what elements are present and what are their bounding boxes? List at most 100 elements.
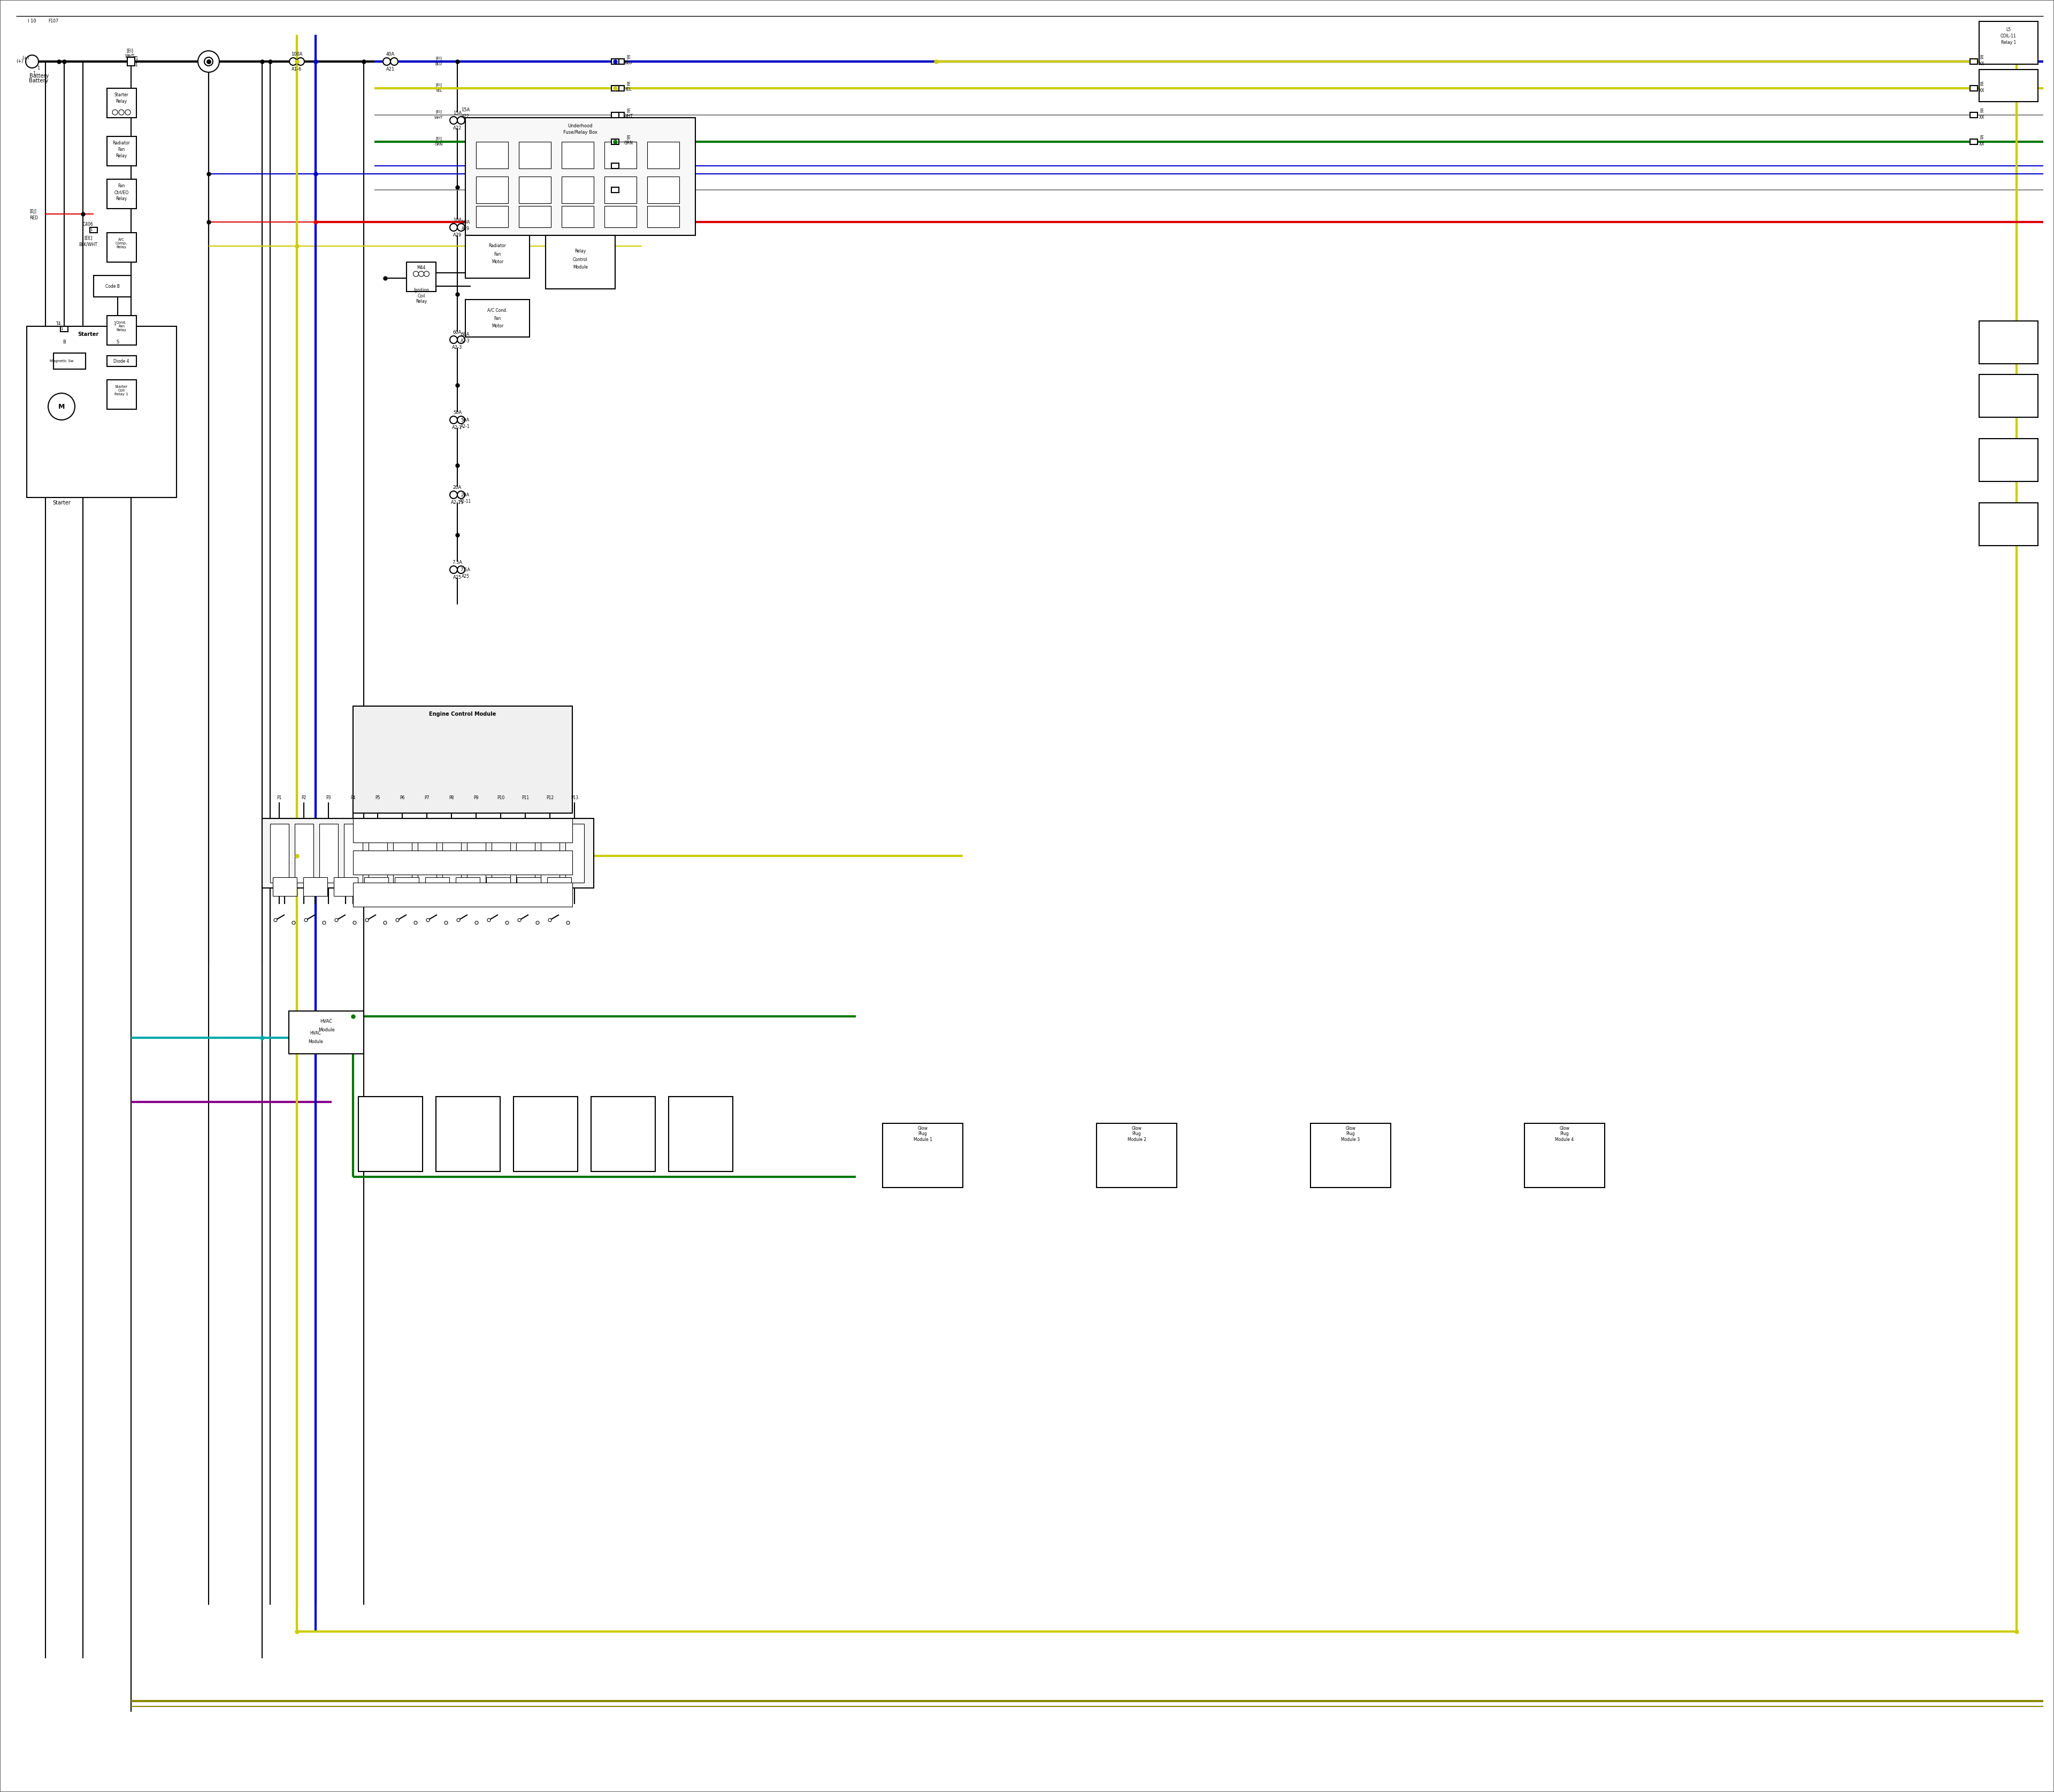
Text: Glow
Plug
Module 1: Glow Plug Module 1: [914, 1125, 933, 1142]
Bar: [368, 824, 388, 883]
Text: Diode 4: Diode 4: [113, 358, 129, 364]
Bar: [113, 326, 121, 332]
Text: XX: XX: [1978, 88, 1984, 93]
Text: [E: [E: [1980, 108, 1984, 113]
Bar: [477, 142, 507, 168]
Text: Fan: Fan: [117, 185, 125, 188]
Text: 7.5A: 7.5A: [452, 559, 462, 564]
Bar: [520, 177, 550, 202]
Bar: [298, 1025, 335, 1052]
Circle shape: [119, 109, 123, 115]
Text: Fan: Fan: [493, 251, 501, 256]
Text: A2-11: A2-11: [460, 498, 470, 504]
Text: [EI]: [EI]: [435, 82, 442, 86]
Text: P10: P10: [497, 796, 505, 801]
Bar: [425, 878, 450, 896]
Circle shape: [450, 224, 458, 231]
Text: Fan: Fan: [117, 147, 125, 152]
Bar: [127, 57, 136, 66]
Bar: [263, 819, 594, 889]
Bar: [604, 206, 637, 228]
Bar: [616, 86, 624, 91]
Bar: [107, 315, 136, 346]
Text: 10A: 10A: [460, 220, 470, 224]
Bar: [514, 1097, 577, 1172]
Text: 100A: 100A: [292, 52, 302, 56]
Bar: [466, 235, 530, 278]
Text: [E: [E: [626, 56, 631, 59]
Text: P5: P5: [376, 796, 380, 801]
Bar: [561, 142, 594, 168]
Bar: [466, 118, 696, 235]
Text: Motor: Motor: [491, 324, 503, 328]
Text: XX: XX: [1978, 115, 1984, 120]
Bar: [1980, 70, 2038, 102]
Text: BLU: BLU: [624, 61, 633, 65]
Text: [E: [E: [1980, 134, 1984, 140]
Bar: [883, 1124, 963, 1188]
Text: Code B: Code B: [105, 283, 119, 289]
Circle shape: [390, 57, 398, 65]
Text: Relay: Relay: [115, 154, 127, 159]
Bar: [1980, 504, 2038, 545]
Text: Starter: Starter: [78, 332, 99, 337]
Text: A25: A25: [462, 573, 468, 579]
Text: Fan: Fan: [493, 315, 501, 321]
Circle shape: [518, 919, 522, 921]
Circle shape: [322, 921, 327, 925]
Text: M: M: [58, 403, 66, 410]
Text: P2: P2: [302, 796, 306, 801]
Circle shape: [203, 57, 214, 66]
Text: A22: A22: [454, 125, 462, 131]
Bar: [516, 824, 534, 883]
Text: Glow
Plug
Module 4: Glow Plug Module 4: [1555, 1125, 1573, 1142]
Text: [EI]: [EI]: [435, 136, 442, 140]
Circle shape: [427, 919, 429, 921]
Text: [E: [E: [626, 108, 631, 113]
Text: BLK/WHT: BLK/WHT: [78, 242, 99, 247]
Text: Fuse/Relay Box: Fuse/Relay Box: [563, 131, 598, 134]
Text: A22: A22: [462, 113, 468, 118]
Bar: [442, 824, 460, 883]
Text: WHT: WHT: [624, 113, 633, 118]
Circle shape: [298, 57, 304, 65]
Text: Relay: Relay: [115, 197, 127, 201]
Text: 50A: 50A: [454, 410, 462, 414]
Text: 1: 1: [136, 63, 138, 66]
Bar: [1980, 321, 2038, 364]
Bar: [604, 142, 637, 168]
Bar: [466, 299, 530, 337]
Bar: [1310, 1124, 1391, 1188]
Text: 1: 1: [113, 321, 117, 326]
Text: P9: P9: [474, 796, 479, 801]
Bar: [27, 326, 177, 498]
Bar: [565, 824, 583, 883]
Text: P13: P13: [571, 796, 579, 801]
Text: XX: XX: [1978, 142, 1984, 147]
Bar: [1980, 22, 2038, 65]
Bar: [1980, 375, 2038, 418]
Text: Radiator: Radiator: [113, 142, 129, 145]
Text: T1: T1: [134, 56, 140, 61]
Bar: [487, 878, 509, 896]
Bar: [1524, 1124, 1604, 1188]
Text: HVAC: HVAC: [320, 1020, 333, 1023]
Text: S: S: [117, 340, 119, 344]
Bar: [107, 88, 136, 118]
Circle shape: [292, 921, 296, 925]
Bar: [343, 824, 364, 883]
Text: BLU: BLU: [435, 63, 442, 66]
Text: RED: RED: [29, 215, 37, 220]
Bar: [491, 824, 509, 883]
Text: 10A: 10A: [454, 217, 462, 222]
Circle shape: [458, 416, 464, 423]
Text: HVAC: HVAC: [310, 1030, 320, 1036]
Bar: [333, 878, 357, 896]
Bar: [353, 706, 573, 814]
Bar: [364, 878, 388, 896]
Bar: [612, 140, 618, 145]
Text: I 10: I 10: [29, 20, 37, 23]
Text: WHT: WHT: [125, 54, 136, 59]
Circle shape: [290, 57, 298, 65]
Bar: [612, 113, 618, 118]
